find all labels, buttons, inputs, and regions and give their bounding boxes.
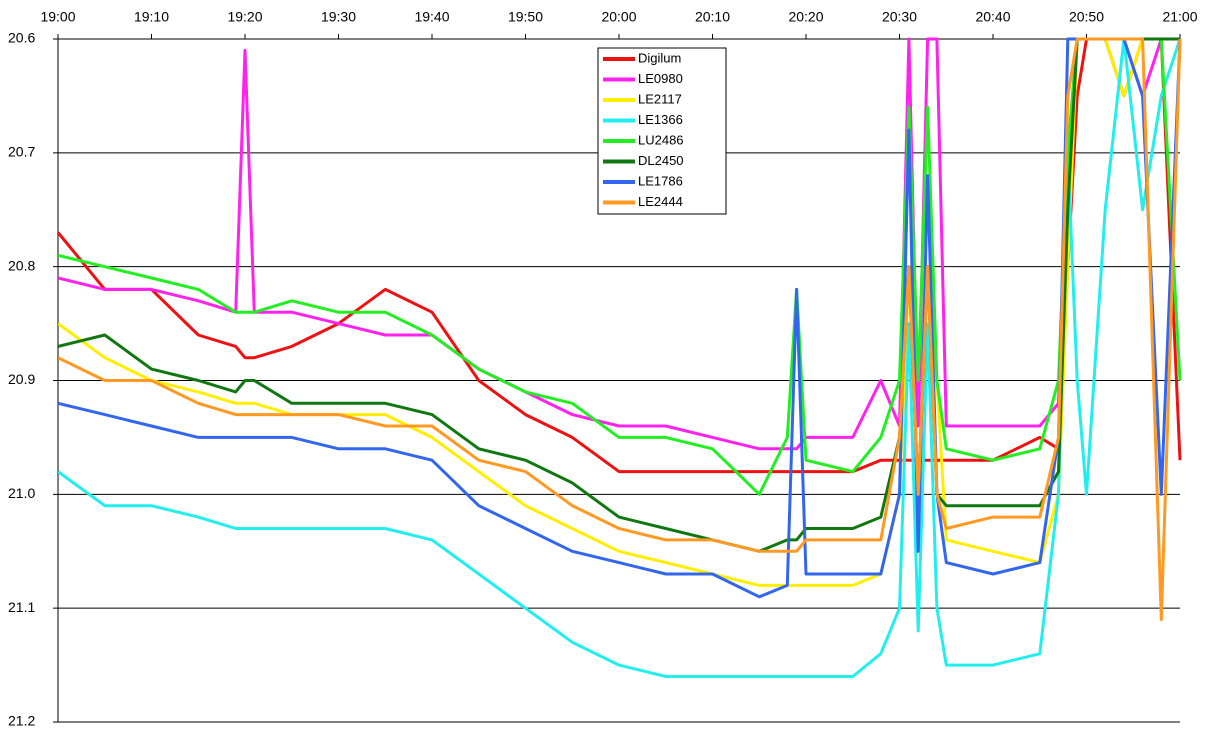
y-tick-label: 21.0: [8, 485, 35, 501]
x-tick-label: 19:40: [414, 9, 449, 25]
x-tick-label: 20:30: [882, 9, 917, 25]
x-tick-label: 20:50: [1069, 9, 1104, 25]
series-line: [58, 37, 1182, 496]
y-tick-label: 20.8: [8, 257, 35, 273]
y-tick-label: 20.9: [8, 371, 35, 387]
legend-label: LE2117: [638, 91, 682, 106]
legend-label: LE1786: [638, 173, 683, 188]
x-tick-label: 20:00: [601, 9, 636, 25]
series-line: [58, 37, 1182, 678]
legend-label: Digilum: [638, 50, 681, 65]
x-tick-label: 19:20: [227, 9, 262, 25]
plot-area: [58, 37, 1182, 678]
x-tick-label: 19:00: [40, 9, 75, 25]
legend-label: LU2486: [638, 132, 684, 147]
legend-label: LE1366: [638, 112, 683, 127]
legend-box: [597, 47, 727, 215]
legend-label: LE0980: [638, 71, 683, 86]
y-tick-label: 20.6: [8, 30, 35, 46]
series-line: [58, 37, 1182, 621]
x-tick-label: 20:40: [975, 9, 1010, 25]
x-tick-label: 19:30: [321, 9, 356, 25]
x-tick-label: 19:50: [508, 9, 543, 25]
x-tick-label: 20:10: [695, 9, 730, 25]
x-tick-label: 20:20: [788, 9, 823, 25]
y-tick-label: 21.2: [8, 713, 35, 729]
x-tick-label: 21:00: [1162, 9, 1197, 25]
y-tick-label: 21.1: [8, 599, 35, 615]
legend-label: LE2444: [638, 194, 683, 209]
y-tick-label: 20.7: [8, 144, 35, 160]
series-line: [58, 37, 1180, 553]
legend-label: DL2450: [638, 153, 684, 168]
x-tick-label: 19:10: [134, 9, 169, 25]
legend: Digilum LE0980 LE2117 LE1366 LU2486 DL2450 LE1…: [597, 47, 727, 215]
series-line: [58, 37, 1182, 599]
series-line: [58, 37, 1180, 587]
